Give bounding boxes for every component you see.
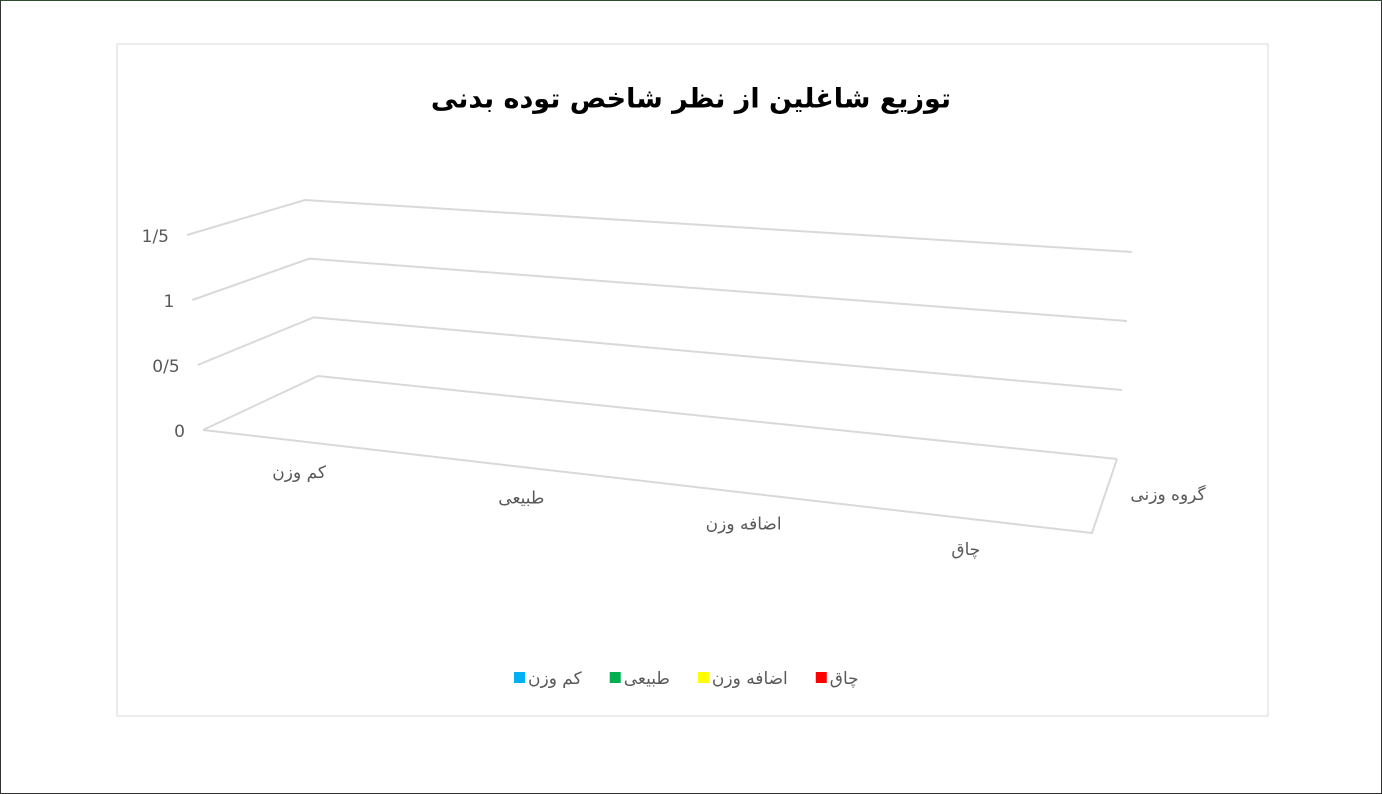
legend-swatch — [815, 672, 827, 683]
y-tick-label: 0 — [174, 422, 185, 442]
y-tick-label: 1 — [164, 292, 175, 312]
x-tick-label: چاق — [951, 540, 980, 560]
y-tick-label: 0/5 — [152, 357, 179, 377]
legend-swatch — [514, 672, 525, 683]
series-axis-label: گروه وزنی — [1130, 484, 1206, 505]
grid-line — [186, 198, 1133, 253]
x-tick-label: طبیعی — [498, 489, 544, 509]
y-tick-label: 1/5 — [142, 227, 169, 247]
chart-area — [116, 43, 1269, 717]
legend-label: طبیعی — [624, 669, 670, 689]
floor-edge — [202, 429, 1118, 535]
legend-label: چاق — [830, 669, 859, 689]
chart-title: توزیع شاغلین از نظر شاخص توده بدنی — [431, 84, 951, 115]
legend-label: اضافه وزن — [712, 669, 788, 689]
legend-label: کم وزن — [528, 669, 583, 689]
grid-line — [197, 316, 1123, 391]
grid-line — [202, 374, 1118, 460]
x-tick-label: کم وزن — [272, 463, 327, 483]
legend-swatch — [697, 672, 709, 683]
grid-line — [192, 257, 1128, 322]
legend-swatch — [609, 672, 621, 683]
x-tick-label: اضافه وزن — [706, 514, 782, 534]
